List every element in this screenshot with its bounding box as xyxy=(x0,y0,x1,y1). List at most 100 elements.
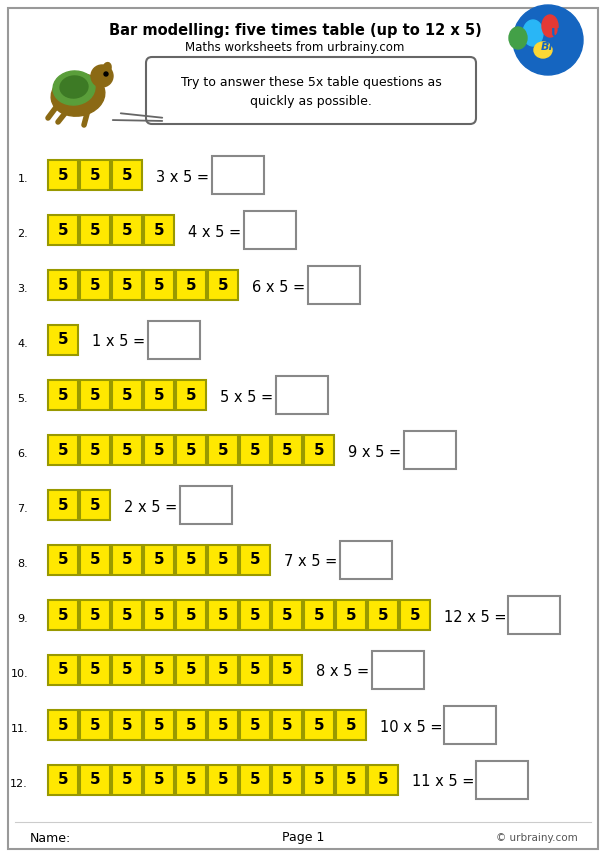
Ellipse shape xyxy=(509,27,527,49)
Bar xyxy=(112,160,142,190)
Text: Name:: Name: xyxy=(30,831,72,844)
Bar xyxy=(80,380,110,410)
Text: 5: 5 xyxy=(58,717,68,733)
Text: 5: 5 xyxy=(345,608,356,622)
Text: 5: 5 xyxy=(154,772,164,788)
Bar xyxy=(336,710,366,740)
Text: Bar modelling: five times table (up to 12 x 5): Bar modelling: five times table (up to 1… xyxy=(108,22,481,38)
Ellipse shape xyxy=(51,74,105,117)
Bar xyxy=(368,765,398,795)
Bar xyxy=(208,655,238,685)
Text: 5: 5 xyxy=(122,717,132,733)
Bar xyxy=(144,380,174,410)
Bar xyxy=(112,710,142,740)
Ellipse shape xyxy=(103,63,111,74)
Bar xyxy=(48,490,78,520)
Bar xyxy=(208,710,238,740)
Text: UR: UR xyxy=(551,27,571,39)
Bar xyxy=(400,600,430,630)
Ellipse shape xyxy=(542,15,558,37)
Text: 5.: 5. xyxy=(18,394,28,404)
Bar xyxy=(144,765,174,795)
Bar xyxy=(48,710,78,740)
Text: 5: 5 xyxy=(185,772,196,788)
Bar xyxy=(240,765,270,795)
Bar xyxy=(308,266,361,304)
Bar xyxy=(80,765,110,795)
Text: 5: 5 xyxy=(218,553,228,567)
Text: 9 x 5 =: 9 x 5 = xyxy=(348,445,401,459)
Text: 5: 5 xyxy=(58,167,68,183)
Bar xyxy=(240,710,270,740)
Bar xyxy=(276,376,328,414)
Text: 10 x 5 =: 10 x 5 = xyxy=(380,720,442,734)
Bar xyxy=(272,710,302,740)
Bar xyxy=(144,545,174,575)
Bar xyxy=(144,655,174,685)
Bar xyxy=(272,600,302,630)
Text: 2 x 5 =: 2 x 5 = xyxy=(124,500,177,514)
Bar xyxy=(176,270,206,300)
Bar xyxy=(272,435,302,465)
Text: 5: 5 xyxy=(58,772,68,788)
Bar xyxy=(80,600,110,630)
Text: 5: 5 xyxy=(122,608,132,622)
Bar xyxy=(304,600,334,630)
Text: 5: 5 xyxy=(58,608,68,622)
FancyBboxPatch shape xyxy=(146,57,476,124)
Text: 5: 5 xyxy=(282,442,292,458)
Text: 5: 5 xyxy=(218,717,228,733)
Text: 5: 5 xyxy=(345,772,356,788)
Text: 5: 5 xyxy=(282,717,292,733)
Text: 5: 5 xyxy=(250,442,261,458)
Text: 1.: 1. xyxy=(18,174,28,184)
Text: 5: 5 xyxy=(250,608,261,622)
Text: 5: 5 xyxy=(282,772,292,788)
Bar xyxy=(176,380,206,410)
Bar xyxy=(444,706,496,744)
Text: 5: 5 xyxy=(154,442,164,458)
Bar xyxy=(112,655,142,685)
Text: 5: 5 xyxy=(250,553,261,567)
Text: 5: 5 xyxy=(218,662,228,678)
Bar xyxy=(304,435,334,465)
Text: 5: 5 xyxy=(410,608,421,622)
Bar xyxy=(304,710,334,740)
Text: 5: 5 xyxy=(282,608,292,622)
Bar xyxy=(148,321,201,359)
Text: 5: 5 xyxy=(378,608,388,622)
Bar xyxy=(48,545,78,575)
Bar xyxy=(144,215,174,245)
Text: 5: 5 xyxy=(90,387,101,403)
Text: 7.: 7. xyxy=(17,504,28,514)
Text: 5: 5 xyxy=(345,717,356,733)
Bar xyxy=(176,600,206,630)
Text: 5: 5 xyxy=(250,772,261,788)
Text: 5: 5 xyxy=(90,278,101,292)
Bar xyxy=(240,435,270,465)
Text: 5: 5 xyxy=(122,662,132,678)
Text: 5 x 5 =: 5 x 5 = xyxy=(220,389,273,405)
Text: 5: 5 xyxy=(154,387,164,403)
Text: 5: 5 xyxy=(218,442,228,458)
Bar xyxy=(208,545,238,575)
Text: 5: 5 xyxy=(90,662,101,678)
Text: 5: 5 xyxy=(250,717,261,733)
Circle shape xyxy=(91,65,113,87)
Bar xyxy=(272,655,302,685)
Text: 5: 5 xyxy=(185,662,196,678)
Bar xyxy=(48,435,78,465)
Bar xyxy=(80,490,110,520)
Text: 7 x 5 =: 7 x 5 = xyxy=(284,554,338,570)
Text: 5: 5 xyxy=(154,553,164,567)
Ellipse shape xyxy=(523,20,543,46)
Text: 5: 5 xyxy=(122,387,132,403)
Bar xyxy=(208,435,238,465)
Text: 5: 5 xyxy=(122,278,132,292)
Text: 5: 5 xyxy=(58,278,68,292)
Bar xyxy=(212,156,264,194)
Text: 8 x 5 =: 8 x 5 = xyxy=(316,664,369,680)
Text: 5: 5 xyxy=(250,662,261,678)
Bar xyxy=(48,325,78,355)
Text: 5: 5 xyxy=(154,223,164,237)
